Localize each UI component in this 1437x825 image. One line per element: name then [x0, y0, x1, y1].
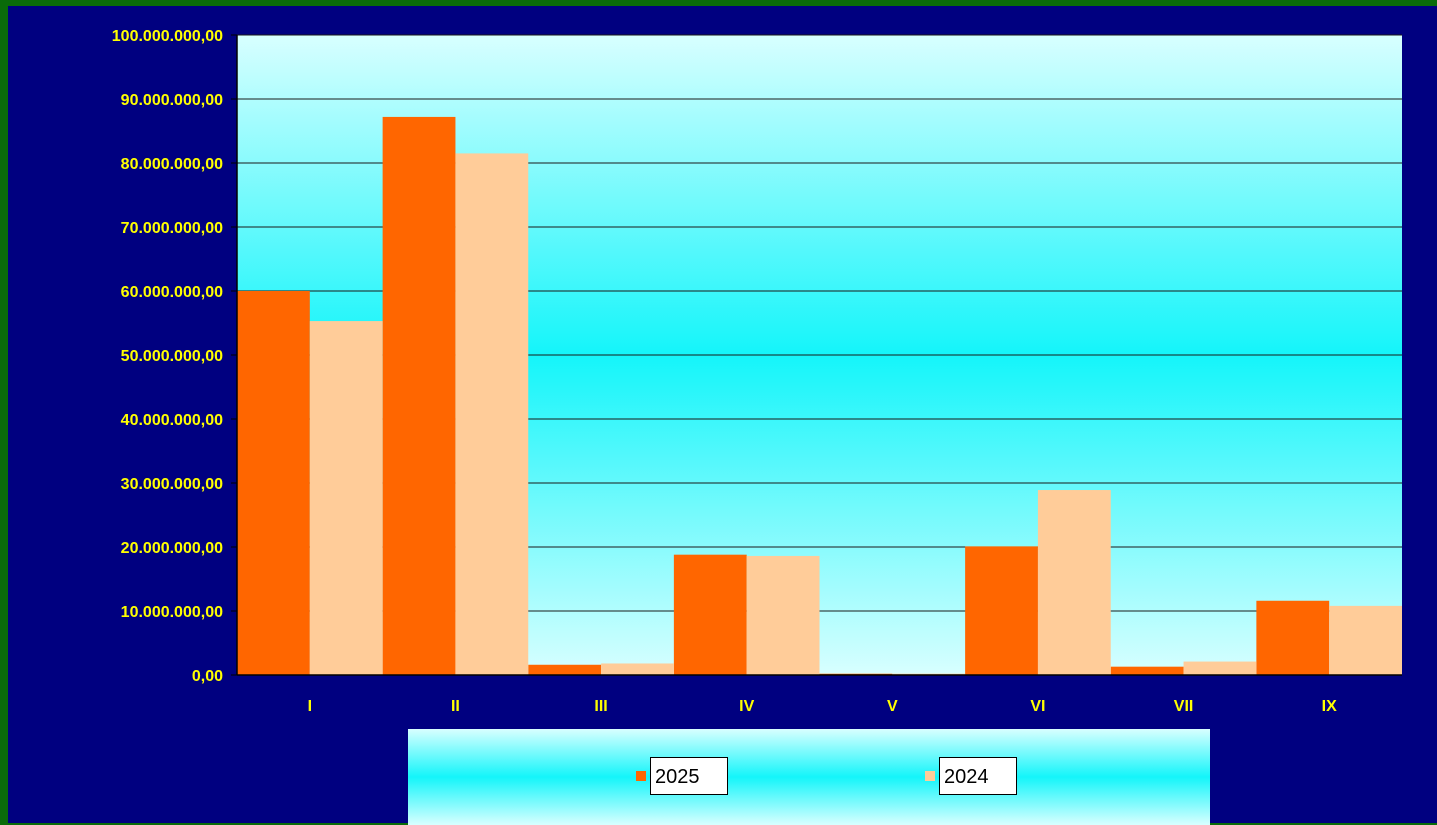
legend-label-2025: 2025 [650, 757, 728, 795]
y-tick-label: 100.000.000,00 [112, 28, 223, 45]
bars [237, 116, 1402, 676]
x-tick-label: II [451, 698, 460, 715]
y-tick-label: 0,00 [192, 668, 223, 685]
x-tick-label: VII [1174, 698, 1194, 715]
y-tick-label: 40.000.000,00 [121, 412, 223, 429]
bar-2024-IV [746, 555, 820, 675]
bar-2025-II [382, 116, 456, 676]
bar-2024-VI [1037, 490, 1111, 675]
bar-2024-VII [1183, 661, 1257, 675]
y-tick-label: 60.000.000,00 [121, 284, 223, 301]
bar-2025-IX [1256, 600, 1330, 675]
bar-chart: 0,00 10.000.000,00 20.000.000,00 30.000.000… [112, 28, 1402, 715]
x-tick-label: III [594, 698, 607, 715]
legend-swatch-2025 [636, 771, 646, 781]
y-tick-label: 80.000.000,00 [121, 156, 223, 173]
x-tick-label: I [308, 698, 312, 715]
x-tick-label: IX [1322, 698, 1337, 715]
bar-2025-I [237, 291, 310, 675]
y-tick-label: 10.000.000,00 [121, 604, 223, 621]
y-tick-labels: 0,00 10.000.000,00 20.000.000,00 30.000.000… [112, 28, 237, 685]
x-tick-label: V [887, 698, 898, 715]
bar-2024-II [455, 153, 529, 675]
legend-swatch-2024 [925, 771, 935, 781]
bar-2025-IV [673, 554, 747, 675]
y-tick-label: 50.000.000,00 [121, 348, 223, 365]
y-tick-label: 20.000.000,00 [121, 540, 223, 557]
bar-2025-VI [965, 546, 1038, 675]
x-tick-label: IV [739, 698, 754, 715]
bar-2025-III [528, 664, 602, 675]
y-tick-label: 30.000.000,00 [121, 476, 223, 493]
x-tick-label: VI [1030, 698, 1045, 715]
y-tick-label: 70.000.000,00 [121, 220, 223, 237]
bar-2025-VII [1110, 666, 1184, 675]
x-tick-labels: I II III IV V VI VII IX [308, 698, 1337, 715]
chart-frame: 0,00 10.000.000,00 20.000.000,00 30.000.000… [8, 6, 1437, 825]
bar-2024-III [601, 663, 674, 675]
bar-2024-IX [1329, 605, 1402, 675]
legend: 2025 2024 [408, 729, 1210, 825]
bar-2024-I [309, 321, 383, 675]
legend-label-2024: 2024 [939, 757, 1017, 795]
y-tick-label: 90.000.000,00 [121, 92, 223, 109]
